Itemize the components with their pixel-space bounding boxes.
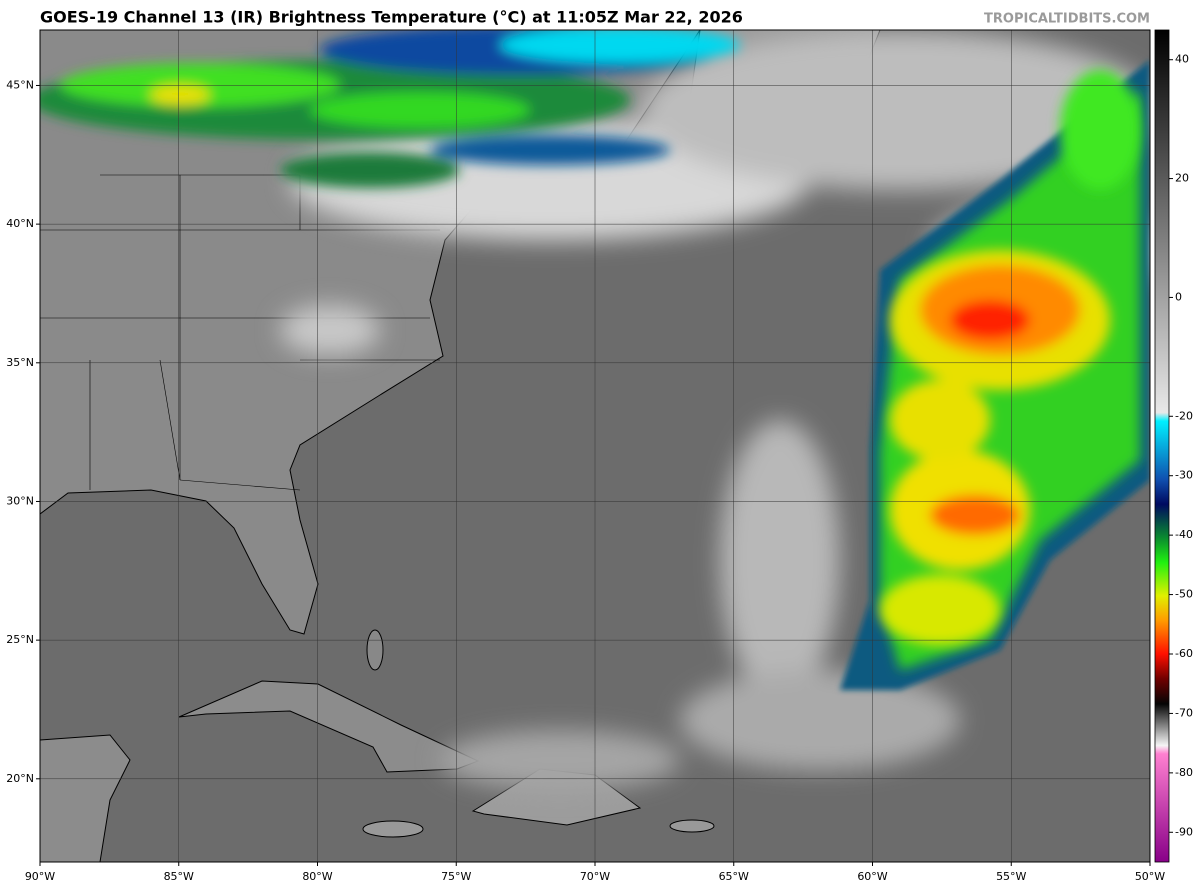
- colorbar-tick-label: -70: [1175, 706, 1193, 719]
- y-tick-label: 25°N: [6, 633, 34, 646]
- eastern-convection: [840, 60, 1150, 690]
- x-tick-label: 80°W: [302, 870, 332, 883]
- y-tick-label: 20°N: [6, 772, 34, 785]
- colorbar-tick-label: -50: [1175, 588, 1193, 601]
- colorbar-tick-label: 0: [1175, 290, 1182, 303]
- state-borders: [40, 174, 440, 491]
- x-tick-label: 90°W: [25, 870, 55, 883]
- grid: [40, 30, 1150, 862]
- colorbar-tick-label: -20: [1175, 409, 1193, 422]
- y-tick-label: 35°N: [6, 356, 34, 369]
- x-tick-label: 55°W: [996, 870, 1026, 883]
- satellite-image: [40, 30, 1150, 862]
- x-tick-label: 60°W: [857, 870, 887, 883]
- colorbar-ticks: 40 20 0 -20 -30 -40 -50 -60 -70 -80 -90: [1169, 53, 1193, 838]
- colorbar-tick-label: -80: [1175, 766, 1193, 779]
- northern-convection: [40, 30, 740, 188]
- source: TROPICALTIDBITS.COM: [984, 12, 1150, 27]
- x-tick-label: 85°W: [164, 870, 194, 883]
- bahamas: [366, 629, 384, 671]
- colorbar-tick-label: 20: [1175, 172, 1189, 185]
- y-tick-label: 30°N: [6, 494, 34, 507]
- x-tick-label: 50°W: [1135, 870, 1165, 883]
- title: GOES-19 Channel 13 (IR) Brightness Tempe…: [40, 8, 743, 27]
- colorbar-tick-label: -90: [1175, 825, 1193, 838]
- colorbar-tick-label: -30: [1175, 469, 1193, 482]
- colorbar-tick-label: -60: [1175, 647, 1193, 660]
- yucatan: [40, 734, 131, 862]
- y-tick-label: 40°N: [6, 217, 34, 230]
- x-tick-label: 70°W: [580, 870, 610, 883]
- x-tick-label: 65°W: [719, 870, 749, 883]
- jamaica: [362, 820, 424, 838]
- colorbar-tick-label: -40: [1175, 528, 1193, 541]
- colorbar: [1154, 29, 1170, 863]
- y-tick-label: 45°N: [6, 78, 34, 91]
- puerto-rico: [669, 819, 715, 833]
- x-tick-label: 75°W: [441, 870, 471, 883]
- colorbar-tick-label: 40: [1175, 53, 1189, 66]
